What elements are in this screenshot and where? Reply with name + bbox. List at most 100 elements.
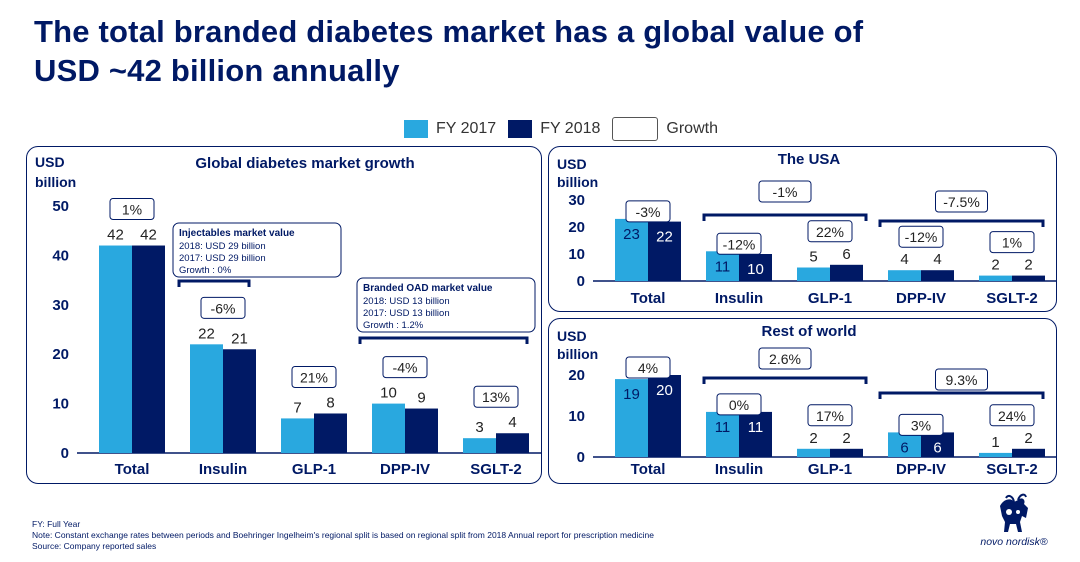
- row-growth-1-box: [716, 393, 762, 416]
- global-ylabel-line2: billion: [35, 174, 76, 190]
- global-category-1: Insulin: [199, 461, 247, 478]
- global-growth-3-box: [382, 356, 428, 379]
- row-growth-1-label: 0%: [729, 397, 749, 413]
- usa-ylabel-line2: billion: [557, 174, 598, 190]
- global-callout-1-title: Branded OAD market value: [363, 283, 493, 294]
- global-growth-1-box: [200, 296, 246, 319]
- global-growth-0-box: [109, 198, 155, 221]
- global-value-fy2017-4: 3: [475, 419, 483, 436]
- usa-category-0: Total: [631, 290, 666, 307]
- usa-growth-3-label: -12%: [905, 229, 938, 245]
- global-ytick-0: 0: [61, 445, 69, 462]
- usa-bar-fy2017-0: [615, 218, 648, 281]
- global-callout-0-box: [172, 222, 342, 278]
- global-ytick-30: 30: [52, 297, 69, 314]
- row-growth-3-box: [898, 413, 944, 436]
- global-value-fy2017-2: 7: [293, 399, 301, 416]
- row-bar-fy2018-4: [1012, 448, 1045, 457]
- usa-group-growth-1-label: -7.5%: [943, 194, 980, 210]
- global-bar-fy2017-1: [190, 344, 223, 453]
- row-value-fy2018-3: 6: [933, 439, 941, 456]
- row-growth-0-box: [625, 356, 671, 379]
- chart-global: Global diabetes market growth USD billion 0…: [35, 154, 541, 478]
- usa-category-4: SGLT-2: [986, 290, 1037, 307]
- row-category-4: SGLT-2: [986, 461, 1037, 478]
- usa-value-fy2018-2: 6: [842, 246, 850, 263]
- legend-label-fy2017: FY 2017: [436, 120, 497, 137]
- usa-category-3: DPP-IV: [896, 290, 946, 307]
- global-callout-1-line-1: 2017: USD 13 billion: [363, 308, 450, 319]
- legend-swatch-growth: [612, 117, 659, 141]
- legend-swatch-fy2017: [404, 120, 428, 138]
- global-bar-fy2018-0: [132, 245, 165, 453]
- global-value-fy2018-1: 21: [231, 330, 248, 347]
- global-value-fy2017-1: 22: [198, 325, 215, 342]
- row-group-bracket-0: [702, 376, 868, 384]
- row-bar-fy2017-1: [706, 411, 739, 457]
- row-title: Rest of world: [761, 323, 856, 340]
- global-category-2: GLP-1: [292, 461, 336, 478]
- usa-growth-3-box: [898, 225, 944, 248]
- usa-value-fy2018-1: 10: [747, 261, 764, 278]
- usa-value-fy2018-3: 4: [933, 251, 941, 268]
- chart-row: Rest of world USD billion 0 10 20 19 20 Total 4% 1…: [557, 323, 1056, 478]
- usa-category-1: Insulin: [715, 290, 763, 307]
- usa-bar-fy2017-1: [706, 251, 739, 281]
- footnote-source: Source: Company reported sales: [32, 541, 157, 551]
- row-growth-2-label: 17%: [816, 408, 844, 424]
- panel-row: Rest of world USD billion 0 10 20 19 20 Total 4% 1…: [548, 318, 1057, 484]
- usa-growth-0-label: -3%: [636, 204, 661, 220]
- novo-nordisk-logo: novo nordisk®: [978, 492, 1050, 552]
- row-category-3: DPP-IV: [896, 461, 946, 478]
- row-growth-0-label: 4%: [638, 360, 658, 376]
- global-value-fy2018-0: 42: [140, 227, 157, 244]
- row-group-growth-1-label: 9.3%: [946, 372, 978, 388]
- global-callout-1-line-0: 2018: USD 13 billion: [363, 296, 450, 307]
- row-growth-4-box: [989, 404, 1035, 427]
- footnote-fy: FY: Full Year: [32, 519, 81, 529]
- row-value-fy2017-1: 11: [715, 419, 731, 436]
- panel-global: Global diabetes market growth USD billion 0…: [26, 146, 542, 484]
- global-callout-0-line-2: Growth : 0%: [179, 265, 232, 276]
- row-growth-3-label: 3%: [911, 417, 931, 433]
- global-value-fy2018-2: 8: [326, 394, 334, 411]
- global-ytick-50: 50: [52, 198, 69, 215]
- row-group-growth-0-box: [758, 347, 812, 370]
- global-value-fy2017-3: 10: [380, 385, 397, 402]
- global-value-fy2018-4: 4: [508, 414, 516, 431]
- row-ytick-10: 10: [568, 408, 585, 425]
- global-growth-2-box: [291, 365, 337, 388]
- global-growth-4-label: 13%: [482, 389, 510, 405]
- row-value-fy2018-0: 20: [656, 382, 673, 399]
- global-growth-4-box: [473, 385, 519, 408]
- global-ytick-40: 40: [52, 247, 69, 264]
- usa-value-fy2018-0: 22: [656, 229, 673, 246]
- row-ylabel-line1: USD: [557, 328, 587, 344]
- usa-group-bracket-0: [702, 213, 868, 221]
- row-group-bracket-1: [878, 391, 1045, 399]
- global-category-4: SGLT-2: [470, 461, 521, 478]
- usa-bar-fy2018-0: [648, 221, 681, 281]
- row-category-2: GLP-1: [808, 461, 852, 478]
- row-value-fy2017-0: 19: [623, 386, 640, 403]
- usa-value-fy2018-4: 2: [1024, 257, 1032, 274]
- usa-title: The USA: [778, 151, 841, 168]
- usa-growth-0-box: [625, 200, 671, 223]
- row-bar-fy2018-1: [739, 411, 772, 457]
- footnote-note: Note: Constant exchange rates between pe…: [32, 530, 655, 540]
- usa-value-fy2017-0: 23: [623, 226, 640, 243]
- legend-swatch-fy2018: [508, 120, 533, 138]
- row-value-fy2018-1: 11: [748, 419, 764, 436]
- legend-item-fy2018: FY 2018: [508, 120, 600, 138]
- global-category-0: Total: [115, 461, 150, 478]
- usa-bar-fy2018-2: [830, 264, 863, 281]
- row-category-1: Insulin: [715, 461, 763, 478]
- usa-value-fy2017-1: 11: [715, 258, 731, 275]
- global-ylabel-line1: USD: [35, 154, 65, 170]
- global-bar-fy2018-1: [223, 349, 256, 453]
- legend: FY 2017 FY 2018 Growth: [404, 117, 730, 141]
- row-category-0: Total: [631, 461, 666, 478]
- usa-bar-fy2017-3: [888, 270, 921, 281]
- global-callout-0-line-0: 2018: USD 29 billion: [179, 241, 266, 252]
